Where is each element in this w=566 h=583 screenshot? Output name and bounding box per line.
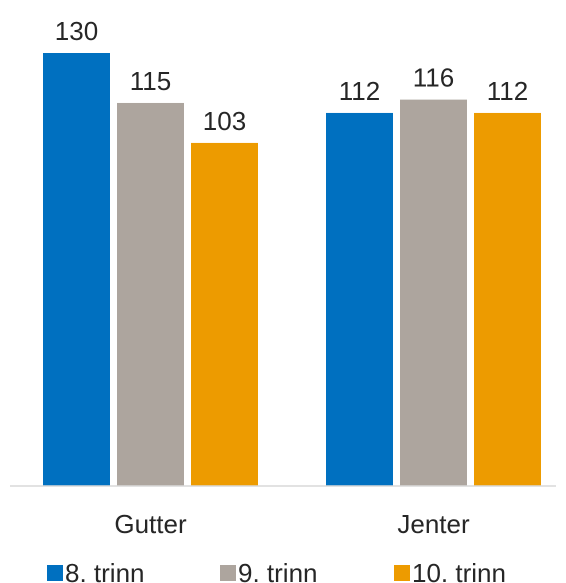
data-label-gutter-9-trinn: 115 xyxy=(130,66,171,96)
category-label-jenter: Jenter xyxy=(397,509,470,539)
legend-swatch-10-trinn xyxy=(394,565,410,581)
legend-label-10-trinn: 10. trinn xyxy=(412,558,506,583)
bar-gutter-10-trinn xyxy=(191,142,258,486)
data-label-jenter-9-trinn: 116 xyxy=(413,63,454,93)
bar-jenter-8-trinn xyxy=(326,112,393,486)
bar-gutter-8-trinn xyxy=(43,53,110,486)
value-labels-group: 130 115 103 112 116 112 xyxy=(55,16,528,136)
legend-label-9-trinn: 9. trinn xyxy=(238,558,318,583)
data-label-jenter-10-trinn: 112 xyxy=(487,76,528,106)
legend-item-9-trinn: 9. trinn xyxy=(220,558,318,583)
data-label-gutter-10-trinn: 103 xyxy=(203,106,246,136)
category-labels-group: Gutter Jenter xyxy=(114,509,470,539)
bar-jenter-9-trinn xyxy=(400,99,467,486)
bars-group xyxy=(43,53,541,486)
data-label-jenter-8-trinn: 112 xyxy=(339,76,380,106)
legend-label-8-trinn: 8. trinn xyxy=(65,558,145,583)
data-label-gutter-8-trinn: 130 xyxy=(55,16,98,46)
bar-gutter-9-trinn xyxy=(117,102,184,486)
bar-jenter-10-trinn xyxy=(474,112,541,486)
legend-item-8-trinn: 8. trinn xyxy=(47,558,145,583)
legend-swatch-9-trinn xyxy=(220,565,236,581)
category-label-gutter: Gutter xyxy=(114,509,187,539)
legend-item-10-trinn: 10. trinn xyxy=(394,558,506,583)
legend: 8. trinn 9. trinn 10. trinn xyxy=(47,558,506,583)
legend-swatch-8-trinn xyxy=(47,565,63,581)
